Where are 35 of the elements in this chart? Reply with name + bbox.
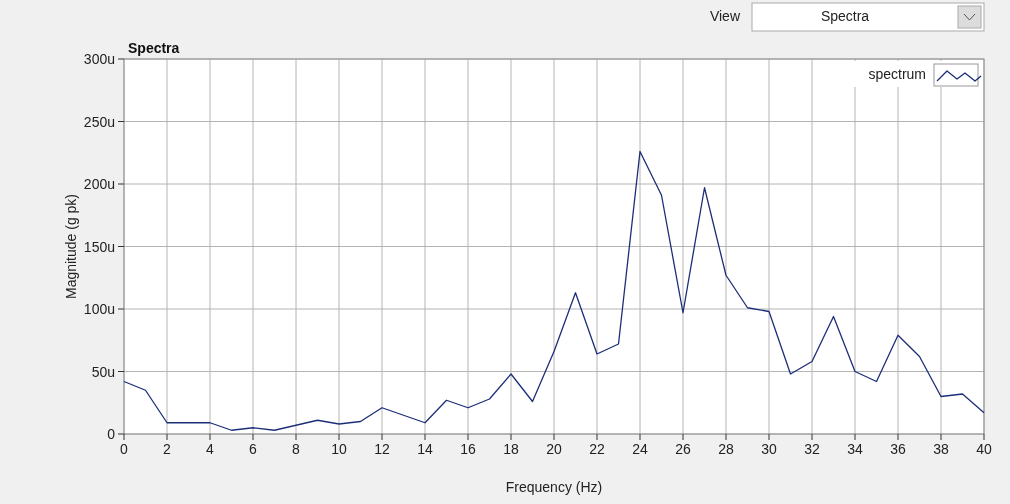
y-tick-label: 100u: [83, 301, 115, 317]
x-tick-label: 34: [847, 441, 863, 457]
x-tick-label: 16: [460, 441, 476, 457]
x-tick-label: 14: [417, 441, 433, 457]
x-tick-label: 30: [761, 441, 777, 457]
y-tick-label: 200u: [83, 176, 115, 192]
x-tick-label: 32: [804, 441, 820, 457]
x-tick-label: 18: [503, 441, 519, 457]
y-axis-title: Magnitude (g pk): [63, 193, 79, 300]
x-tick-label: 8: [292, 441, 301, 457]
y-tick-label: 150u: [83, 238, 115, 255]
x-tick-label: 10: [331, 441, 347, 457]
y-tick-label: 250u: [83, 113, 115, 130]
y-tick-label: 0: [107, 426, 116, 442]
x-tick-label: 40: [976, 441, 992, 457]
x-tick-label: 12: [374, 441, 390, 457]
x-tick-label: 36: [890, 441, 906, 457]
y-tick-label: 50u: [91, 363, 115, 380]
x-axis-title: Frequency (Hz): [505, 479, 603, 495]
x-tick-label: 20: [546, 441, 562, 457]
chart-title: Spectra: [128, 40, 180, 56]
legend-label: spectrum: [868, 66, 926, 82]
x-tick-label: 0: [120, 441, 129, 457]
x-tick-label: 38: [933, 441, 949, 457]
x-tick-label: 22: [589, 441, 605, 457]
x-tick-label: 28: [718, 441, 734, 457]
text: View: [709, 8, 741, 24]
x-tick-label: 24: [632, 441, 648, 457]
line-series: [123, 150, 985, 431]
x-tick-label: 2: [163, 441, 172, 457]
text: Spectra: [820, 8, 870, 24]
y-tick-label: 300u: [83, 51, 115, 67]
x-tick-label: 26: [675, 441, 691, 457]
x-tick-label: 4: [206, 441, 215, 457]
x-tick-label: 6: [249, 441, 258, 457]
